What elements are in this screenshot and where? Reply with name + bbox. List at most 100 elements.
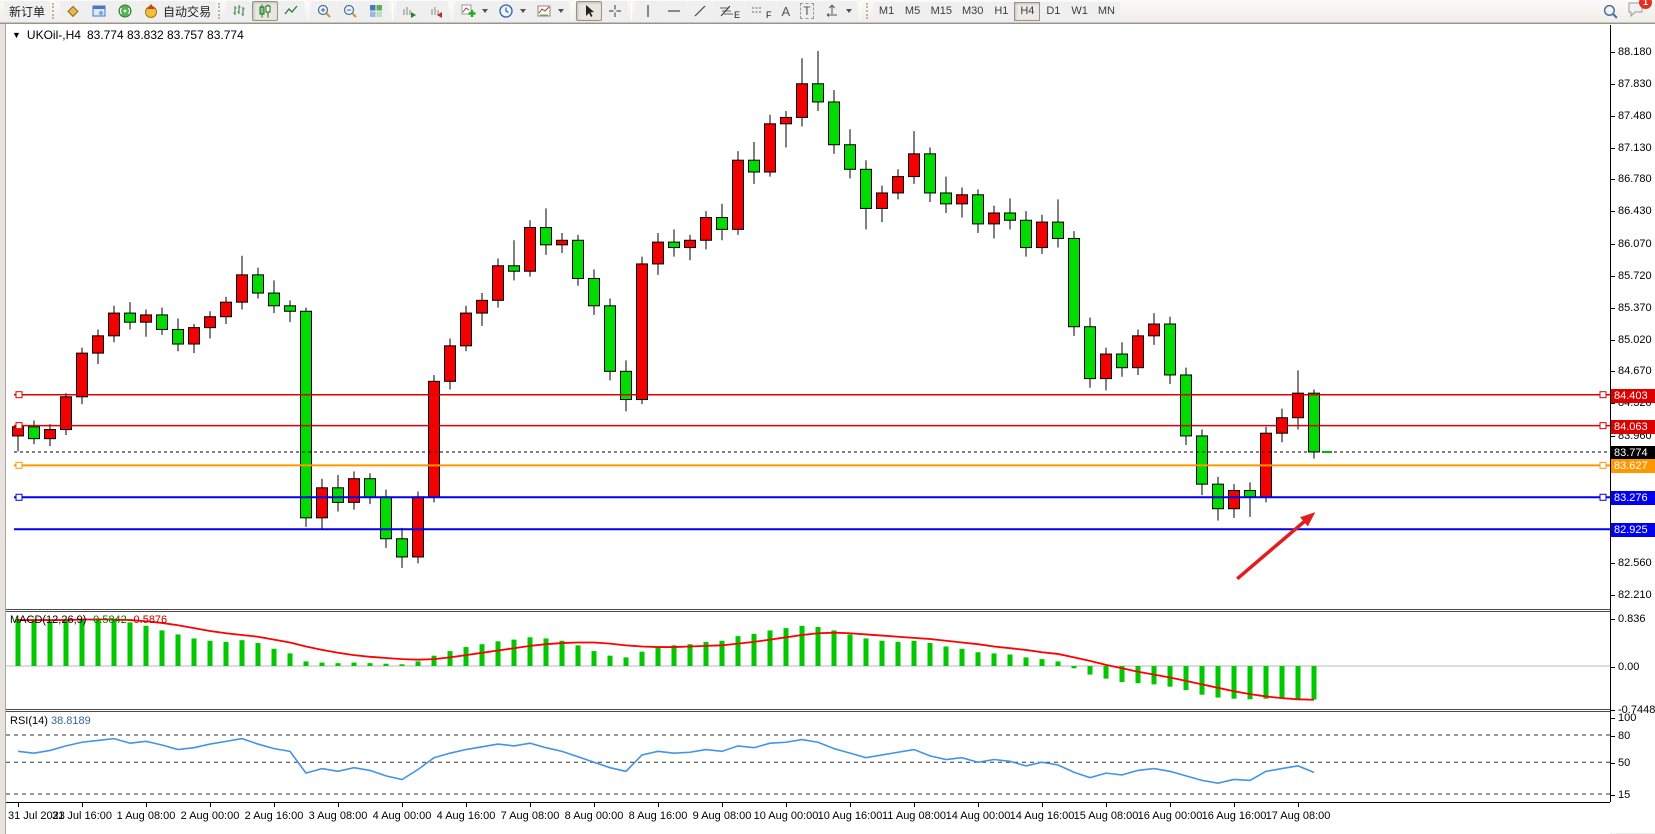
text-tool-button[interactable]: A bbox=[776, 1, 796, 21]
tile-windows-button[interactable] bbox=[363, 1, 390, 21]
zoom-in-button[interactable] bbox=[311, 1, 338, 21]
search-icon[interactable] bbox=[1602, 3, 1619, 20]
macd-histogram-bar bbox=[191, 638, 197, 666]
price-axis[interactable]: 88.180 87.830 87.480 87.130 86.780 86.430 86.0… bbox=[1610, 25, 1655, 802]
price-axis-label: 85.370 bbox=[1618, 301, 1652, 314]
macd-histogram-bar bbox=[1199, 666, 1205, 695]
panel-splitter-rsi[interactable] bbox=[6, 709, 1655, 712]
timeframe-button-M1[interactable]: M1 bbox=[873, 1, 900, 21]
line-chart-button[interactable] bbox=[278, 1, 305, 21]
cursor-button[interactable] bbox=[576, 1, 603, 21]
indicators-button[interactable] bbox=[455, 1, 494, 21]
level-handle-left[interactable] bbox=[15, 391, 23, 399]
rsi-panel[interactable] bbox=[6, 712, 1610, 802]
auto-scroll-button[interactable] bbox=[396, 1, 423, 21]
annotation-arrow-head[interactable] bbox=[1300, 508, 1319, 527]
candle-body bbox=[1308, 392, 1320, 453]
navigator-button[interactable] bbox=[112, 1, 139, 21]
channel-button[interactable]: F bbox=[745, 1, 777, 21]
macd-histogram-bar bbox=[895, 641, 901, 666]
timeframe-button-MN[interactable]: MN bbox=[1092, 1, 1120, 21]
timeframe-button-M15[interactable]: M15 bbox=[925, 1, 957, 21]
macd-histogram-bar bbox=[703, 641, 709, 666]
candle-body bbox=[1244, 490, 1256, 498]
trendline-button[interactable] bbox=[687, 1, 714, 21]
macd-axis-label: 0.836 bbox=[1618, 613, 1646, 625]
main-price-chart[interactable] bbox=[6, 25, 1610, 609]
price-badge-83.276: 83.276 bbox=[1611, 491, 1655, 506]
time-axis-label: 1 Aug 08:00 bbox=[116, 810, 176, 822]
market-watch-button[interactable] bbox=[60, 1, 87, 21]
text-label-button[interactable]: T bbox=[795, 1, 819, 21]
vertical-line-button[interactable] bbox=[635, 1, 662, 21]
macd-histogram-bar bbox=[143, 625, 149, 666]
macd-histogram-bar bbox=[799, 625, 805, 666]
level-handle-right[interactable] bbox=[1599, 422, 1607, 430]
timeframe-button-W1[interactable]: W1 bbox=[1066, 1, 1093, 21]
candle-chart-button[interactable] bbox=[252, 1, 279, 21]
level-handle-left[interactable] bbox=[15, 422, 23, 430]
timeframe-bar: M1 M5 M15 M30 H1 H4 D1 W1 MN bbox=[873, 1, 1120, 21]
periods-button[interactable] bbox=[493, 1, 532, 21]
time-axis-label: 8 Aug 16:00 bbox=[628, 810, 688, 822]
candle-body bbox=[572, 239, 584, 279]
macd-histogram-bar bbox=[815, 626, 821, 666]
toolbar-separator bbox=[307, 2, 309, 20]
level-handle-right[interactable] bbox=[1599, 391, 1607, 399]
horizontal-line-button[interactable] bbox=[661, 1, 688, 21]
macd-histogram-bar bbox=[1263, 666, 1269, 699]
templates-button[interactable] bbox=[531, 1, 570, 21]
macd-histogram-bar bbox=[1087, 666, 1093, 675]
timeframe-button-H4[interactable]: H4 bbox=[1014, 1, 1041, 21]
bar-chart-button[interactable] bbox=[226, 1, 253, 21]
macd-histogram-bar bbox=[223, 641, 229, 666]
rsi-axis-label: 50 bbox=[1618, 757, 1631, 770]
time-axis[interactable]: 31 Jul 2023 31 Jul 16:00 1 Aug 08:00 2 Aug … bbox=[6, 802, 1610, 834]
price-axis-tick bbox=[1611, 275, 1615, 277]
macd-histogram-bar bbox=[879, 640, 885, 666]
price-axis-tick bbox=[1611, 307, 1615, 309]
new-order-button[interactable]: 新订单 bbox=[4, 1, 51, 21]
arrows-tool-icon bbox=[826, 4, 837, 17]
macd-histogram-bar bbox=[831, 630, 837, 666]
time-axis-label: 14 Aug 00:00 bbox=[945, 810, 1011, 822]
chart-menu-arrow[interactable]: ▼ bbox=[12, 30, 21, 40]
fibonacci-button[interactable]: E bbox=[713, 1, 746, 21]
level-handle-left[interactable] bbox=[15, 493, 23, 501]
level-handle-right[interactable] bbox=[1599, 461, 1607, 469]
arrows-tool-button[interactable] bbox=[818, 1, 857, 21]
time-axis-label: 16 Aug 00:00 bbox=[1137, 810, 1203, 822]
annotation-arrow-shaft[interactable] bbox=[1236, 514, 1312, 581]
price-axis-tick bbox=[1611, 595, 1615, 597]
candle-body bbox=[156, 314, 168, 330]
candle-body bbox=[1036, 221, 1048, 249]
level-handle-right[interactable] bbox=[1599, 493, 1607, 501]
candle-body bbox=[1180, 374, 1192, 437]
level-handle-left[interactable] bbox=[15, 461, 23, 469]
indicators-dropdown-caret bbox=[482, 9, 489, 13]
zoom-out-button[interactable] bbox=[337, 1, 364, 21]
candle-body bbox=[988, 212, 1000, 225]
notifications-button[interactable]: 1 bbox=[1627, 0, 1652, 22]
candle-body bbox=[28, 426, 40, 440]
channel-icon bbox=[752, 7, 763, 13]
timeframe-button-D1[interactable]: D1 bbox=[1040, 1, 1067, 21]
timeframe-button-M5[interactable]: M5 bbox=[899, 1, 926, 21]
timeframe-button-M30[interactable]: M30 bbox=[956, 1, 989, 21]
auto-trading-button[interactable]: 自动交易 bbox=[138, 1, 217, 21]
auto-trading-icon bbox=[145, 4, 158, 18]
panel-splitter-macd[interactable] bbox=[6, 609, 1655, 612]
crosshair-button[interactable] bbox=[602, 1, 629, 21]
macd-histogram-bar bbox=[367, 663, 373, 666]
candle-body bbox=[956, 194, 968, 205]
candle-body bbox=[1196, 435, 1208, 485]
candles-group bbox=[12, 51, 1320, 568]
macd-axis-label: 0.00 bbox=[1618, 661, 1640, 673]
macd-panel[interactable] bbox=[6, 612, 1610, 708]
time-axis-tick bbox=[786, 803, 787, 807]
time-axis-tick bbox=[18, 803, 19, 807]
chart-shift-button[interactable] bbox=[422, 1, 449, 21]
candle-body bbox=[460, 312, 472, 347]
data-window-button[interactable] bbox=[86, 1, 113, 21]
timeframe-button-H1[interactable]: H1 bbox=[988, 1, 1015, 21]
